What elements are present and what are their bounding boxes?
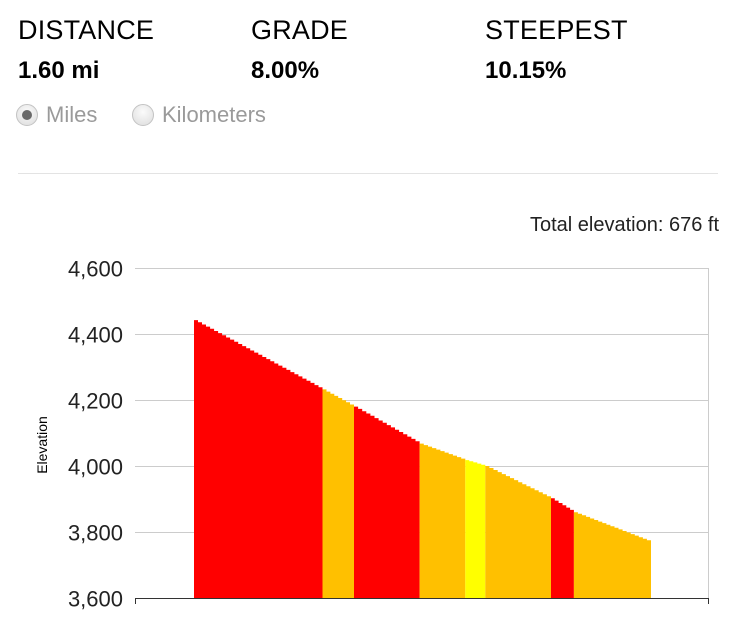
stats-panel: DISTANCE 1.60 mi GRADE 8.00% STEEPEST 10… bbox=[18, 14, 718, 94]
y-tick-labels: 3,600 3,800 4,000 4,200 4,400 4,600 bbox=[68, 257, 123, 612]
distance-stat: DISTANCE 1.60 mi bbox=[18, 14, 154, 86]
elevation-segment-moderate bbox=[485, 466, 551, 598]
steepest-label: STEEPEST bbox=[485, 15, 628, 45]
steepest-stat: STEEPEST 10.15% bbox=[485, 14, 628, 86]
miles-radio-label[interactable]: Miles bbox=[46, 102, 98, 127]
distance-label: DISTANCE bbox=[18, 15, 155, 45]
kilometers-radio-label[interactable]: Kilometers bbox=[162, 102, 266, 127]
elevation-segment-moderate bbox=[419, 443, 466, 598]
chart-axes bbox=[135, 598, 709, 604]
elevation-segment-mild bbox=[465, 460, 486, 598]
grade-label: GRADE bbox=[251, 15, 349, 45]
y-axis-label: Elevation bbox=[34, 416, 50, 474]
kilometers-radio-button[interactable] bbox=[132, 104, 154, 126]
miles-radio-button[interactable] bbox=[16, 104, 38, 126]
y-tick-label: 3,600 bbox=[68, 587, 123, 612]
kilometers-radio-option[interactable]: Kilometers bbox=[132, 102, 266, 128]
total-elevation-text: Total elevation: 676 ft bbox=[529, 214, 719, 236]
y-tick-label: 4,400 bbox=[68, 323, 123, 348]
section-divider bbox=[18, 173, 718, 174]
y-tick-label: 4,200 bbox=[68, 389, 123, 414]
elevation-segment-moderate bbox=[573, 512, 651, 598]
grade-value: 8.00% bbox=[251, 57, 320, 84]
steepest-value: 10.15% bbox=[485, 57, 567, 84]
grade-stat: GRADE 8.00% bbox=[251, 14, 348, 86]
radio-selected-dot bbox=[22, 110, 32, 120]
elevation-segment-steep bbox=[354, 406, 420, 598]
miles-radio-option[interactable]: Miles bbox=[16, 102, 97, 128]
y-tick-label: 4,600 bbox=[68, 257, 123, 282]
distance-value: 1.60 mi bbox=[18, 57, 100, 84]
elevation-segment-steep bbox=[551, 498, 574, 598]
elevation-area bbox=[194, 320, 651, 598]
y-tick-label: 4,000 bbox=[68, 455, 123, 480]
y-tick-label: 3,800 bbox=[68, 521, 123, 546]
elevation-segment-steep bbox=[194, 320, 323, 598]
elevation-segment-moderate bbox=[322, 389, 354, 598]
